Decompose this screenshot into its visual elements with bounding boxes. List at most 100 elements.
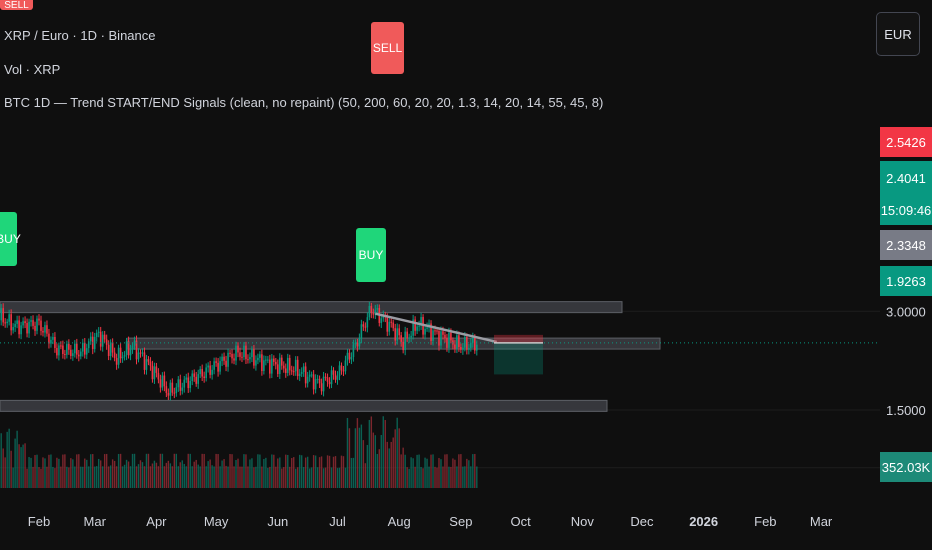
- countdown-tag: 15:09:46: [880, 195, 932, 225]
- volume-bar: [243, 454, 245, 488]
- time-tick-label-11: 2026: [689, 514, 718, 529]
- candle-body: [109, 342, 112, 356]
- candle-body: [153, 366, 156, 380]
- volume-bar: [418, 454, 420, 488]
- candle-body: [300, 371, 303, 374]
- candle-body: [432, 330, 434, 341]
- candle-body: [308, 374, 311, 377]
- candle-body: [330, 370, 333, 385]
- candle-body: [187, 377, 190, 389]
- candle-body: [292, 371, 295, 373]
- volume-bar: [273, 454, 275, 488]
- volume-bar: [340, 455, 343, 488]
- volume-bar: [193, 461, 195, 488]
- volume-bar: [285, 454, 287, 488]
- volume-bar: [314, 455, 317, 488]
- volume-bar: [462, 466, 464, 488]
- candle-body: [396, 328, 398, 341]
- candle-body: [14, 323, 16, 328]
- volume-bar: [121, 466, 124, 488]
- candle-body: [426, 327, 428, 329]
- volume-bar: [68, 467, 70, 488]
- indicator-legend[interactable]: BTC 1D — Trend START/END Signals (clean,…: [4, 95, 604, 110]
- candle-body: [424, 328, 426, 335]
- volume-bar: [215, 453, 217, 488]
- symbol-title[interactable]: XRP / Euro · 1D · Binance: [4, 28, 156, 43]
- volume-legend[interactable]: Vol · XRP: [4, 62, 61, 77]
- volume-bar: [28, 457, 30, 488]
- volume-bar: [386, 441, 388, 488]
- volume-bar: [444, 454, 446, 488]
- candle-body: [364, 326, 367, 328]
- volume-bar: [257, 454, 259, 488]
- price-tick-label-1: 1.5000: [886, 403, 926, 418]
- candle-body: [179, 379, 182, 391]
- volume-bar: [171, 466, 174, 488]
- candle-body: [265, 359, 267, 361]
- volume-bar: [30, 457, 32, 488]
- volume-bar: [56, 457, 58, 488]
- candle-body: [203, 376, 205, 378]
- volume-bar: [404, 454, 406, 488]
- volume-bar: [358, 427, 361, 488]
- trendline: [375, 312, 498, 344]
- candle-body: [386, 317, 389, 332]
- candle-body: [32, 320, 34, 326]
- volume-bar: [183, 463, 185, 488]
- candle-body: [155, 366, 158, 373]
- volume-bar: [400, 454, 402, 488]
- volume-bar: [66, 466, 68, 488]
- volume-bar: [300, 455, 303, 488]
- volume-bar: [382, 416, 384, 488]
- candle-body: [436, 330, 438, 332]
- volume-bar: [468, 460, 470, 488]
- candle-body: [438, 331, 440, 346]
- volume-bar: [179, 462, 181, 488]
- candle-body: [81, 342, 84, 352]
- currency-button[interactable]: EUR: [876, 12, 920, 56]
- position-stop-zone: [494, 334, 543, 343]
- candle-body: [87, 341, 90, 349]
- volume-bar: [312, 455, 315, 488]
- candle-body: [78, 354, 80, 357]
- candle-body: [233, 358, 235, 361]
- candle-body: [34, 325, 36, 331]
- volume-bar: [153, 460, 156, 488]
- volume-bar: [129, 466, 132, 488]
- candle-body: [115, 358, 118, 365]
- volume-bar: [10, 450, 12, 488]
- candle-body: [346, 352, 349, 361]
- volume-bar: [390, 441, 392, 488]
- volume-bar: [352, 457, 355, 488]
- candle-body: [253, 349, 255, 366]
- candle-body: [149, 361, 152, 366]
- candle-body: [282, 365, 285, 369]
- candle-body: [277, 364, 279, 375]
- volume-bar: [217, 454, 219, 488]
- candle-body: [338, 365, 341, 377]
- candle-body: [165, 386, 168, 393]
- candle-body: [414, 319, 416, 331]
- volume-bar: [452, 458, 454, 488]
- candle-body: [249, 357, 251, 360]
- volume-bar: [161, 453, 164, 488]
- candle-body: [328, 381, 331, 385]
- volume-bar: [207, 461, 209, 488]
- candle-body: [103, 334, 106, 340]
- candle-body: [107, 344, 110, 356]
- candle-body: [0, 308, 2, 321]
- candle-body: [458, 335, 460, 348]
- volume-bar: [237, 458, 239, 488]
- volume-bar: [78, 454, 80, 488]
- candle-body: [366, 317, 369, 328]
- volume-bar: [119, 453, 122, 488]
- volume-bar: [275, 466, 277, 488]
- volume-bar: [472, 454, 474, 488]
- chart-overlays: [0, 312, 880, 375]
- volume-bar: [308, 468, 311, 488]
- candle-body: [464, 336, 466, 348]
- candle-body: [251, 349, 253, 358]
- volume-bar: [239, 466, 241, 488]
- candle-body: [362, 324, 365, 327]
